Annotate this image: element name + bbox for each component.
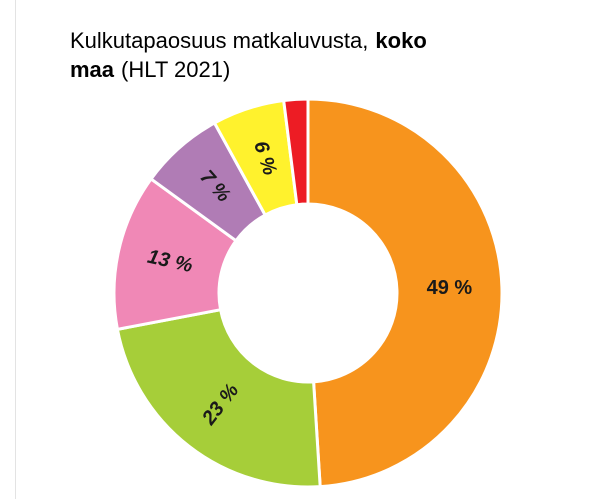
title-part: maa	[70, 57, 115, 82]
donut-segment	[282, 97, 310, 207]
title-part: (HLT 2021)	[121, 57, 230, 82]
donut-segment	[306, 97, 504, 489]
title-part: koko	[375, 28, 426, 53]
chart-title: Kulkutapaosuus matkaluvusta, koko maa (HLT …	[70, 28, 427, 82]
title-line: Kulkutapaosuus matkaluvusta, koko	[70, 28, 427, 53]
donut-segment	[115, 307, 322, 489]
title-part: Kulkutapaosuus matkaluvusta,	[70, 28, 368, 53]
title-line: maa (HLT 2021)	[70, 57, 230, 82]
value-label: 49 %	[427, 277, 473, 299]
